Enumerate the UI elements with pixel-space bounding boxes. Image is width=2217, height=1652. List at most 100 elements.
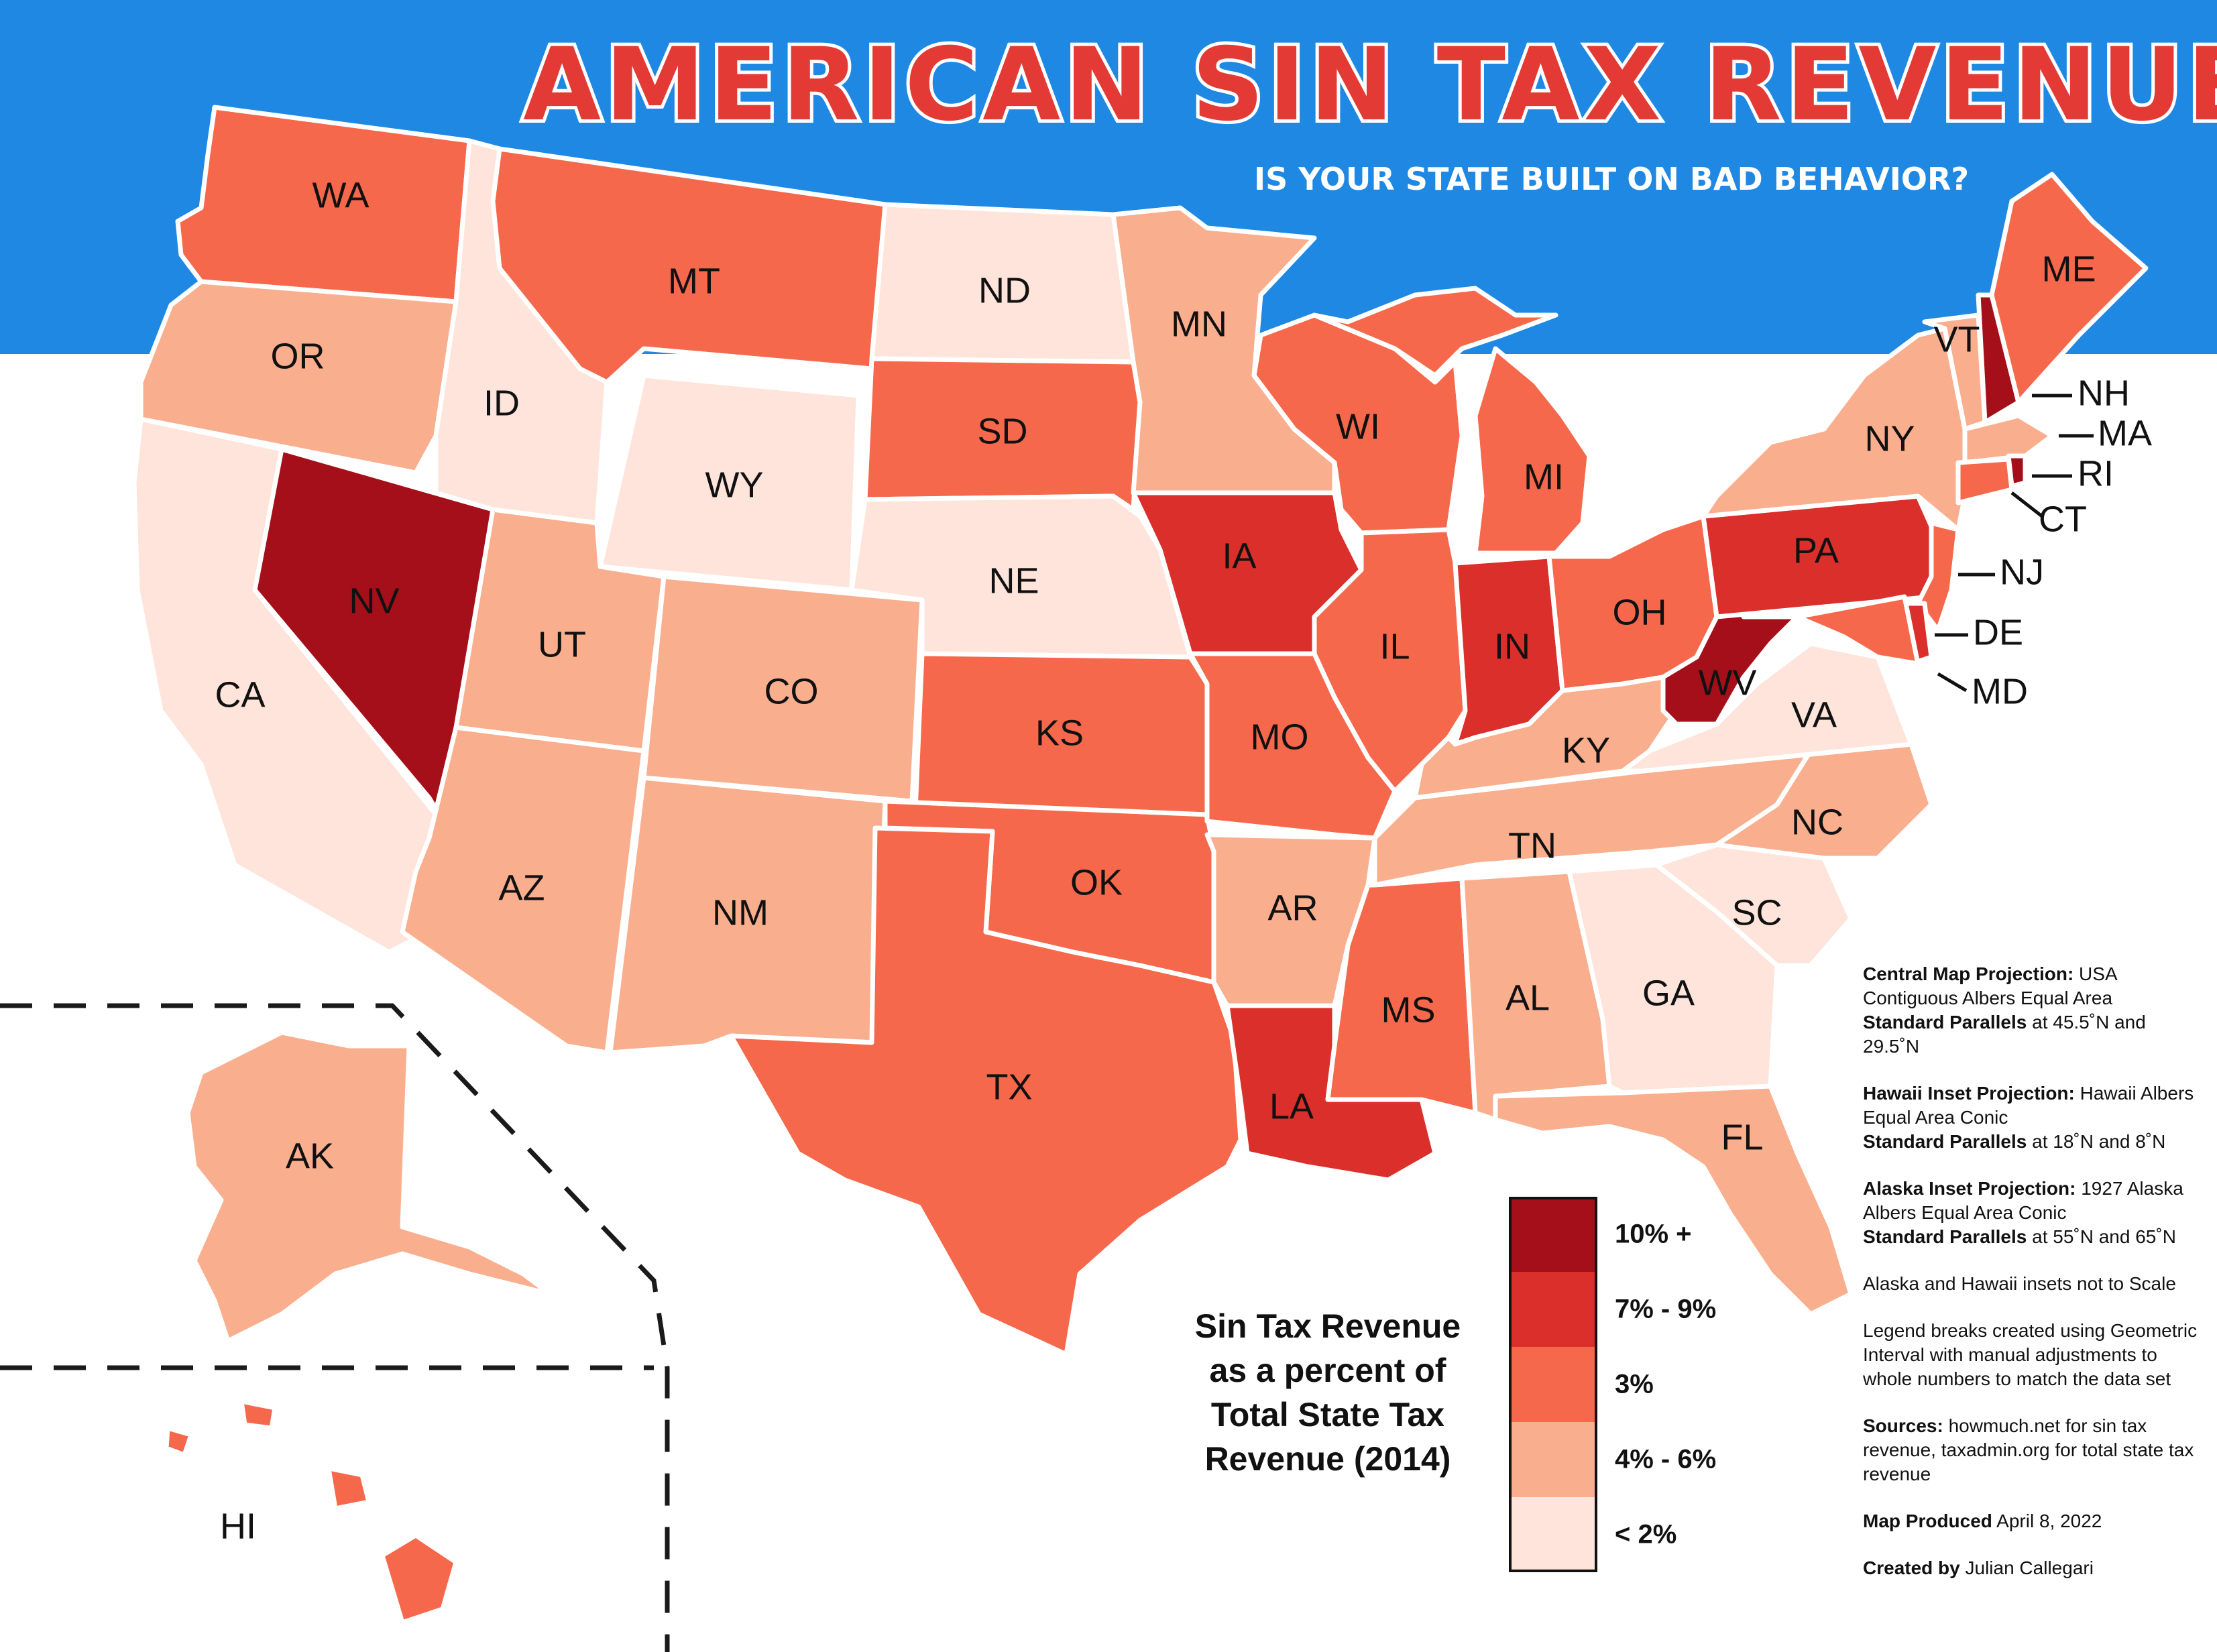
state-AK bbox=[185, 1030, 553, 1344]
state-RI bbox=[2006, 453, 2028, 489]
label-IA: IA bbox=[1222, 536, 1256, 576]
label-SC: SC bbox=[1731, 892, 1782, 933]
label-OH: OH bbox=[1613, 592, 1667, 632]
label-TX: TX bbox=[986, 1067, 1032, 1107]
state-HI bbox=[380, 1533, 459, 1625]
label-ID: ID bbox=[484, 383, 520, 423]
legend-label: 3% bbox=[1615, 1369, 1654, 1399]
state-AZ bbox=[400, 725, 646, 1055]
note-produced-date: Map Produced April 8, 2022 bbox=[1863, 1511, 2102, 1531]
label-NM: NM bbox=[712, 892, 769, 933]
legend-label: 10% + bbox=[1615, 1219, 1692, 1249]
legend-swatch-3 bbox=[1509, 1347, 1597, 1422]
legend-swatch-4-6 bbox=[1509, 1422, 1597, 1497]
legend: 10% + 7% - 9% 3% 4% - 6% < 2% bbox=[1509, 1197, 1716, 1572]
state-NJ bbox=[1915, 520, 1961, 633]
label-ND: ND bbox=[978, 270, 1031, 310]
state-NC bbox=[1640, 742, 1934, 861]
label-ME: ME bbox=[2042, 249, 2096, 289]
label-AR: AR bbox=[1267, 888, 1318, 928]
label-WV: WV bbox=[1699, 662, 1757, 703]
label-AZ: AZ bbox=[498, 868, 545, 908]
label-VT: VT bbox=[1933, 319, 1980, 359]
label-KS: KS bbox=[1035, 713, 1084, 753]
label-CO: CO bbox=[764, 671, 819, 711]
note-insets-scale: Alaska and Hawaii insets not to Scale bbox=[1863, 1273, 2176, 1294]
label-NE: NE bbox=[988, 560, 1039, 601]
state-MI bbox=[1473, 346, 1592, 556]
state-HI-oahu bbox=[239, 1399, 278, 1431]
label-CT: CT bbox=[2039, 499, 2087, 539]
legend-label: 7% - 9% bbox=[1615, 1294, 1717, 1324]
legend-title-line: Sin Tax Revenue bbox=[1194, 1307, 1461, 1345]
label-CA: CA bbox=[215, 674, 265, 715]
state-HI-maui bbox=[326, 1466, 372, 1511]
label-MO: MO bbox=[1251, 717, 1309, 757]
leader-MD bbox=[1937, 672, 1968, 693]
label-IN: IN bbox=[1494, 626, 1530, 666]
label-OK: OK bbox=[1070, 862, 1123, 902]
label-WI: WI bbox=[1336, 406, 1380, 447]
legend-title-line: as a percent of bbox=[1209, 1352, 1446, 1389]
label-RI: RI bbox=[2078, 453, 2114, 493]
state-NY bbox=[1701, 326, 1968, 532]
label-LA: LA bbox=[1269, 1086, 1314, 1126]
label-NV: NV bbox=[349, 581, 399, 621]
legend-swatch-lt2 bbox=[1509, 1497, 1597, 1572]
label-FL: FL bbox=[1721, 1117, 1763, 1157]
legend-title-line: Total State Tax bbox=[1210, 1396, 1445, 1433]
label-NC: NC bbox=[1791, 802, 1843, 842]
label-VA: VA bbox=[1791, 695, 1837, 735]
legend-label: < 2% bbox=[1615, 1519, 1677, 1549]
label-MA: MA bbox=[2098, 413, 2152, 453]
legend-title: Sin Tax Revenue as a percent of Total St… bbox=[1140, 1304, 1516, 1481]
legend-swatch-7-9 bbox=[1509, 1272, 1597, 1347]
map-notes: Central Map Projection: USA Contiguous A… bbox=[1863, 962, 2198, 1603]
label-NH: NH bbox=[2078, 373, 2130, 413]
label-MT: MT bbox=[668, 261, 720, 301]
label-NY: NY bbox=[1864, 418, 1915, 459]
state-MA bbox=[1962, 413, 2055, 465]
state-FL bbox=[1493, 1083, 1854, 1317]
legend-label: 4% - 6% bbox=[1615, 1444, 1717, 1474]
label-TN: TN bbox=[1508, 825, 1556, 866]
label-SD: SD bbox=[977, 411, 1027, 451]
legend-swatch-10-plus bbox=[1509, 1197, 1597, 1272]
label-UT: UT bbox=[538, 624, 586, 664]
state-ME bbox=[1989, 172, 2149, 405]
note-legend-breaks: Legend breaks created using Geometric In… bbox=[1863, 1320, 2198, 1389]
state-WV bbox=[1660, 567, 1800, 727]
label-IL: IL bbox=[1379, 626, 1410, 666]
state-TX bbox=[728, 825, 1243, 1357]
label-WA: WA bbox=[312, 175, 370, 215]
note-created-by: Created by Julian Callegari bbox=[1863, 1557, 2094, 1578]
note-hawaii-projection: Hawaii Inset Projection: Hawaii Albers E… bbox=[1863, 1083, 2194, 1152]
label-KY: KY bbox=[1562, 730, 1610, 770]
label-AK: AK bbox=[286, 1136, 334, 1176]
state-VA bbox=[1620, 641, 1914, 774]
note-central-projection: Central Map Projection: USA Contiguous A… bbox=[1863, 963, 2146, 1057]
label-MD: MD bbox=[1972, 671, 2028, 711]
state-HI-kauai bbox=[164, 1425, 194, 1458]
label-HI: HI bbox=[220, 1506, 256, 1546]
note-alaska-projection: Alaska Inset Projection: 1927 Alaska Alb… bbox=[1863, 1178, 2183, 1247]
label-DE: DE bbox=[1973, 612, 2023, 652]
label-PA: PA bbox=[1793, 530, 1839, 571]
map-subtitle: IS YOUR STATE BUILT ON BAD BEHAVIOR? bbox=[1254, 161, 1970, 197]
label-MN: MN bbox=[1171, 304, 1227, 344]
map-title: AMERICAN SIN TAX REVENUE bbox=[520, 23, 2217, 147]
label-OR: OR bbox=[271, 336, 325, 376]
state-CT bbox=[1955, 457, 2014, 506]
note-sources: Sources: howmuch.net for sin tax revenue… bbox=[1863, 1415, 2194, 1484]
legend-title-line: Revenue (2014) bbox=[1204, 1440, 1451, 1478]
label-MS: MS bbox=[1381, 990, 1436, 1030]
label-MI: MI bbox=[1524, 457, 1564, 497]
label-GA: GA bbox=[1642, 973, 1695, 1013]
state-MI-upper bbox=[1312, 286, 1558, 378]
state-MD bbox=[1795, 594, 1921, 666]
leader-CT bbox=[2010, 491, 2043, 518]
label-NJ: NJ bbox=[2000, 552, 2044, 592]
alaska-hawaii-inset-border bbox=[0, 1003, 670, 1652]
label-WY: WY bbox=[705, 465, 764, 505]
